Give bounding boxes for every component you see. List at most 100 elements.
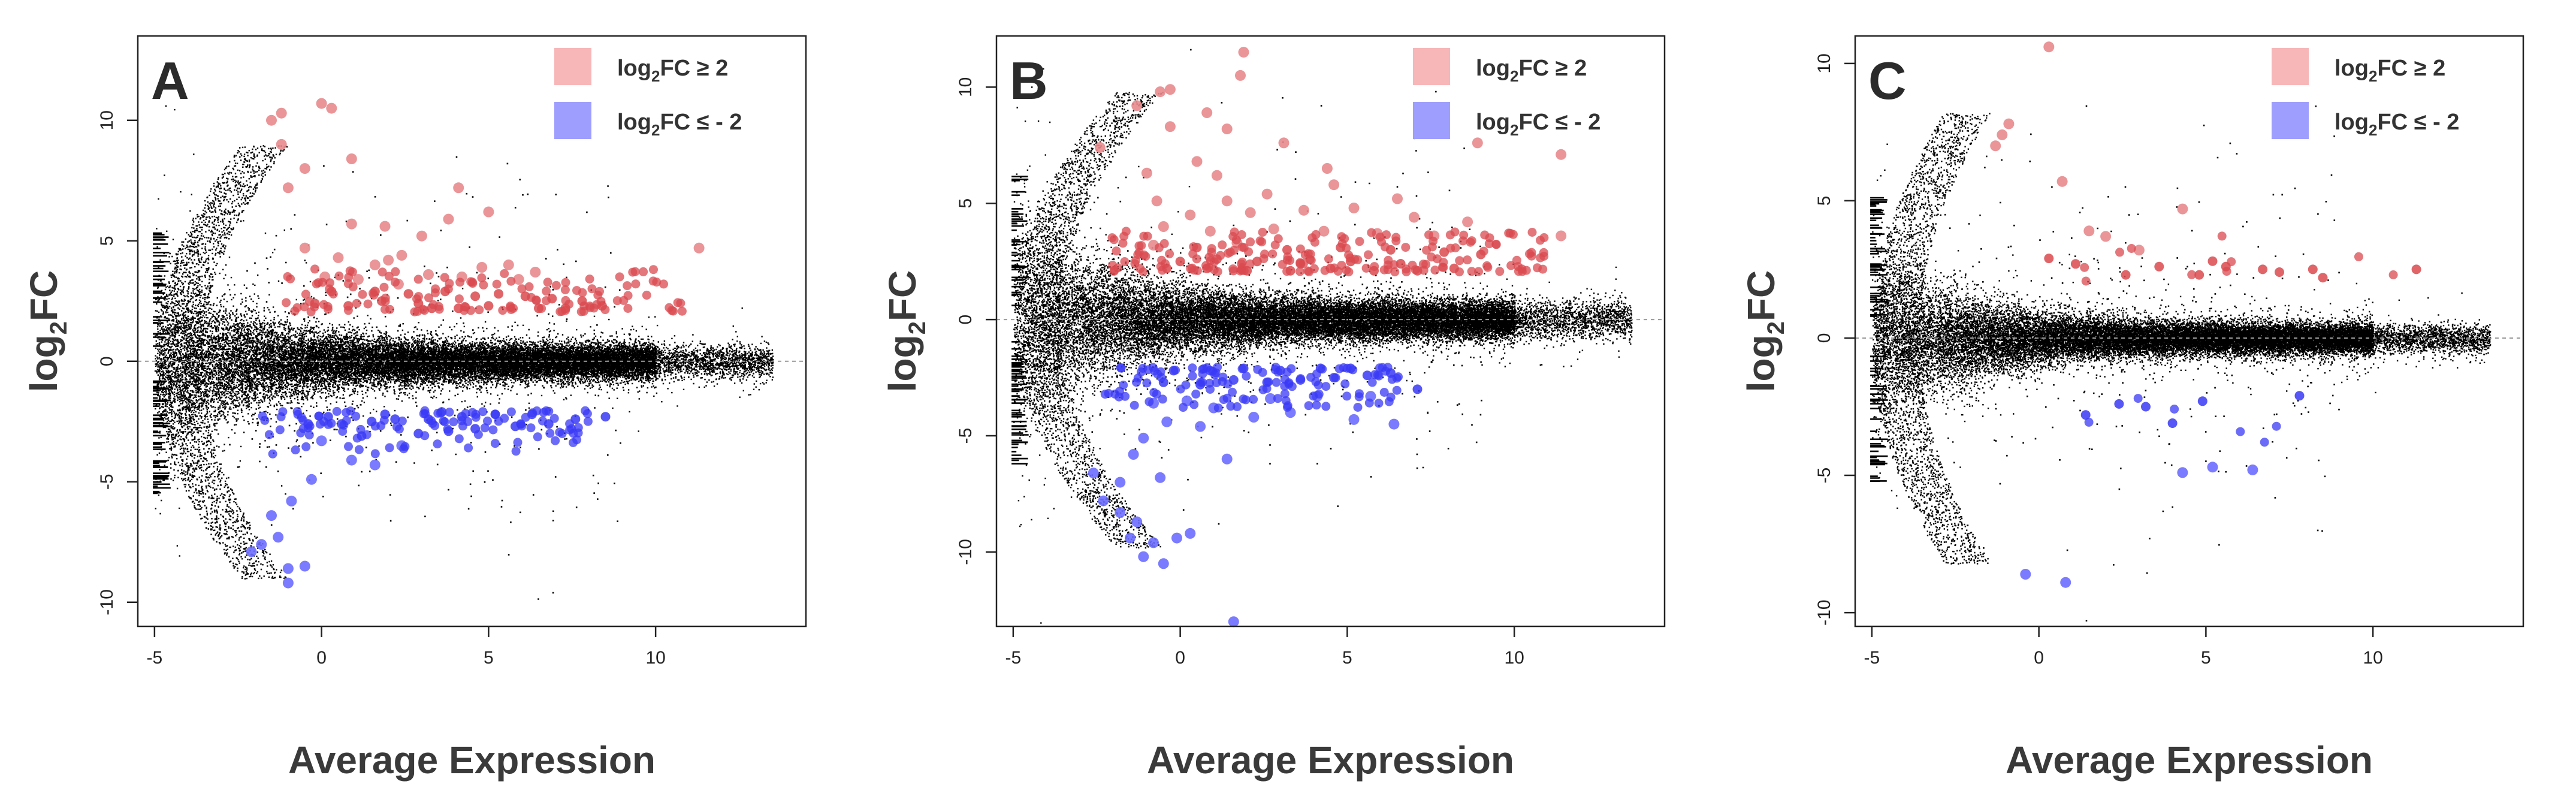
- up-point-band-b-27: [1355, 237, 1364, 246]
- y-tick-label-a-4: 10: [97, 110, 117, 130]
- up-point-c-2: [2003, 118, 2015, 129]
- background-points-a: [153, 105, 774, 600]
- up-point-band-a-122: [587, 284, 597, 294]
- up-point-b-17: [1328, 179, 1340, 191]
- up-point-band-b-139: [1230, 227, 1239, 237]
- down-point-band-b-102: [1198, 378, 1207, 387]
- down-point-band-b-6: [1364, 398, 1374, 408]
- down-point-band-a-15: [420, 431, 430, 441]
- down-point-band-b-24: [1179, 403, 1188, 412]
- down-point-band-b-116: [1132, 378, 1141, 387]
- y-axis-title-a: log2FC: [22, 270, 72, 393]
- down-point-band-a-88: [298, 415, 308, 425]
- down-point-band-b-90: [1353, 403, 1363, 412]
- up-point-band-a-60: [391, 278, 400, 287]
- down-point-band-b-39: [1191, 389, 1201, 399]
- up-point-band-b-68: [1120, 257, 1130, 266]
- down-point-band-a-99: [304, 430, 314, 440]
- up-point-b-5: [1201, 107, 1213, 118]
- down-point-band-a-69: [275, 425, 285, 435]
- up-point-band-a-92: [557, 307, 567, 316]
- down-point-band-b-97: [1222, 393, 1232, 403]
- y-axis-title-tail-c: FC: [1740, 270, 1783, 321]
- x-tick-label-c-2: 5: [2201, 648, 2211, 668]
- down-point-band-b-80: [1226, 402, 1236, 411]
- up-point-band-b-187: [1422, 245, 1432, 255]
- up-point-band-b-164: [1246, 237, 1255, 247]
- down-point-band-b-91: [1213, 363, 1222, 372]
- up-point-band-a-128: [414, 292, 423, 302]
- up-point-a-4: [276, 138, 287, 150]
- up-point-band-a-90: [527, 293, 536, 302]
- down-point-c-1: [2060, 577, 2071, 588]
- down-point-band-a-96: [454, 434, 464, 444]
- down-point-band-b-89: [1213, 403, 1223, 413]
- down-point-band-a-74: [346, 406, 355, 416]
- up-point-band-a-64: [286, 274, 295, 284]
- down-point-c-4: [2167, 418, 2178, 428]
- y-axis-title-sub-c: 2: [1763, 321, 1789, 334]
- down-point-b-21: [1388, 418, 1400, 430]
- up-point-band-b-148: [1324, 254, 1333, 264]
- down-point-band-a-92: [291, 445, 300, 455]
- up-point-band-a-58: [282, 298, 291, 307]
- down-point-band-a-91: [567, 424, 576, 433]
- plot-frame-a: [137, 35, 807, 628]
- up-point-band-b-157: [1455, 256, 1464, 266]
- down-point-band-b-57: [1280, 375, 1289, 384]
- down-point-band-b-93: [1312, 400, 1321, 410]
- up-point-band-a-127: [292, 303, 302, 312]
- down-point-band-a-103: [582, 409, 592, 418]
- up-point-band-a-71: [306, 307, 316, 316]
- down-point-c-8: [2207, 462, 2218, 473]
- up-point-b-18: [1261, 188, 1273, 200]
- up-point-b-31: [1318, 225, 1330, 237]
- up-point-a-22: [476, 262, 488, 273]
- up-point-b-4: [1131, 100, 1143, 111]
- y-tick-label-a-1: -5: [97, 474, 117, 490]
- up-point-band-b-156: [1165, 249, 1174, 258]
- up-point-band-b-173: [1213, 267, 1222, 276]
- up-point-band-b-147: [1467, 236, 1476, 246]
- up-point-band-b-171: [1192, 266, 1202, 276]
- down-point-band-a-41: [352, 433, 362, 443]
- up-point-band-a-103: [619, 296, 629, 305]
- up-point-band-b-81: [1446, 243, 1455, 253]
- y-axis-title-sub-b: 2: [904, 321, 931, 334]
- up-point-a-19: [369, 259, 380, 270]
- down-point-band-b-94: [1206, 385, 1215, 394]
- up-point-band-a-118: [475, 305, 484, 315]
- up-point-b-21: [1392, 193, 1403, 204]
- plot-frame-c: [1854, 35, 2524, 628]
- down-point-b-8: [1115, 507, 1126, 518]
- up-point-b-43: [1175, 257, 1185, 267]
- down-point-band-b-101: [1100, 390, 1110, 399]
- down-point-band-a-85: [433, 408, 443, 418]
- up-point-band-c-7: [2227, 257, 2236, 267]
- up-point-band-b-169: [1138, 267, 1148, 276]
- down-point-band-a-62: [440, 417, 449, 427]
- down-point-band-b-17: [1237, 364, 1247, 373]
- down-point-band-a-18: [264, 430, 274, 439]
- down-point-band-b-12: [1392, 385, 1402, 395]
- down-point-band-b-37: [1384, 397, 1394, 406]
- up-point-a-1: [276, 107, 287, 119]
- up-point-band-a-23: [500, 269, 509, 278]
- significant-points-a: [246, 98, 705, 589]
- down-point-band-a-37: [500, 414, 509, 423]
- down-point-band-a-77: [301, 442, 311, 451]
- panel-letter-b: B: [1010, 51, 1048, 110]
- up-point-band-a-102: [348, 267, 357, 277]
- up-point-band-b-166: [1295, 267, 1304, 276]
- up-point-band-b-129: [1424, 230, 1433, 240]
- up-point-band-a-119: [430, 288, 440, 298]
- down-point-band-a-105: [276, 412, 286, 421]
- axes-b: -5 0 5 10 -10 -5 0 5 10: [956, 77, 1524, 668]
- up-point-b-29: [1204, 225, 1216, 237]
- up-point-a-15: [333, 252, 344, 263]
- down-point-band-b-104: [1212, 378, 1221, 387]
- up-point-band-a-104: [384, 272, 394, 281]
- up-point-band-b-172: [1295, 244, 1305, 254]
- down-point-band-a-12: [370, 449, 380, 459]
- down-point-band-a-44: [315, 420, 325, 429]
